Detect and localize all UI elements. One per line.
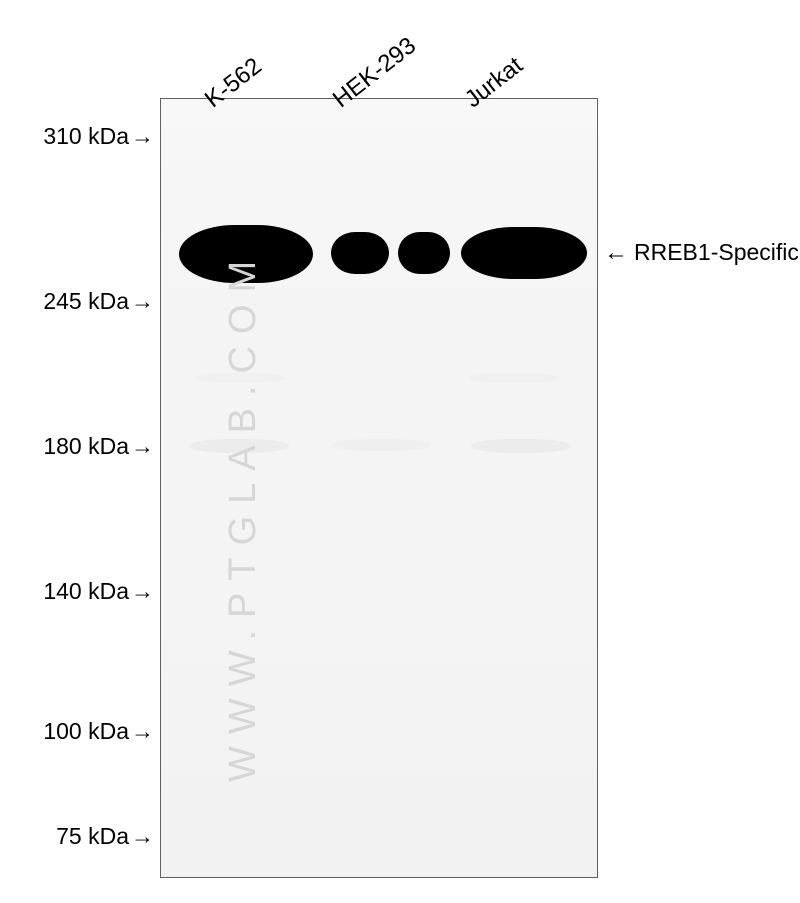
faint-band — [469, 373, 559, 383]
marker-text: 75 kDa — [56, 823, 129, 849]
arrow-right-icon: → — [131, 433, 154, 460]
protein-band — [461, 227, 587, 279]
mw-marker-label: 310 kDa→ — [43, 123, 154, 150]
marker-text: 310 kDa — [43, 123, 129, 149]
faint-band — [471, 439, 571, 453]
annotation-text: RREB1-Specific — [634, 239, 799, 265]
arrow-right-icon: → — [131, 823, 154, 850]
mw-marker-label: 140 kDa→ — [43, 578, 154, 605]
mw-marker-label: 180 kDa→ — [43, 433, 154, 460]
figure-container: K-562HEK-293Jurkat 310 kDa→245 kDa→180 k… — [0, 0, 800, 903]
arrow-right-icon: → — [131, 718, 154, 745]
protein-band — [398, 232, 450, 274]
arrow-right-icon: → — [131, 288, 154, 315]
marker-text: 245 kDa — [43, 288, 129, 314]
marker-text: 100 kDa — [43, 718, 129, 744]
mw-marker-label: 75 kDa→ — [56, 823, 154, 850]
watermark-text: WWW.PTGLAB.COM — [222, 249, 265, 782]
mw-marker-label: 245 kDa→ — [43, 288, 154, 315]
arrow-right-icon: → — [131, 578, 154, 605]
arrow-left-icon: ← — [604, 239, 628, 267]
faint-band — [331, 439, 431, 451]
arrow-right-icon: → — [131, 123, 154, 150]
band-annotation: ←RREB1-Specific — [604, 239, 799, 267]
marker-text: 180 kDa — [43, 433, 129, 459]
protein-band — [331, 232, 389, 274]
marker-text: 140 kDa — [43, 578, 129, 604]
mw-marker-label: 100 kDa→ — [43, 718, 154, 745]
